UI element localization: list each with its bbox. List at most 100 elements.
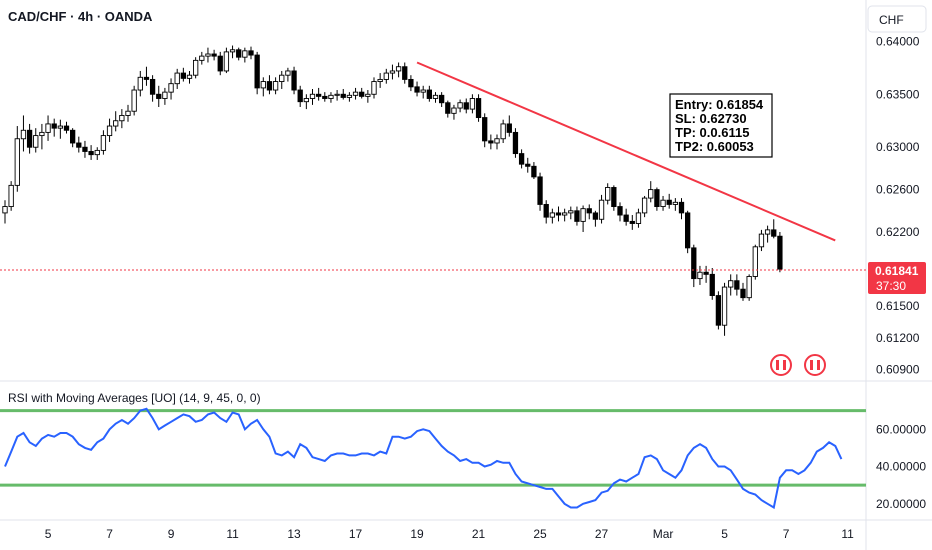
- candle-body: [445, 102, 451, 114]
- candle-body: [383, 72, 389, 80]
- candle: [125, 104, 131, 122]
- candle-body: [777, 235, 783, 270]
- candle: [432, 92, 439, 103]
- candle: [254, 51, 260, 95]
- candle-body: [69, 129, 76, 144]
- candle: [334, 90, 340, 101]
- candle: [174, 68, 180, 89]
- candle: [598, 194, 605, 224]
- candle-body: [580, 208, 586, 222]
- candle: [340, 88, 346, 100]
- candle: [408, 75, 414, 92]
- candle: [402, 62, 408, 84]
- canada-flag-icon[interactable]: [804, 354, 826, 376]
- candle-body: [555, 212, 562, 216]
- candle-body: [192, 59, 199, 76]
- candle-body: [57, 125, 64, 129]
- candle: [451, 104, 457, 120]
- candle: [297, 85, 303, 107]
- candle: [383, 68, 389, 84]
- symbol-title[interactable]: CAD/CHF · 4h · OANDA: [8, 9, 153, 24]
- candle: [26, 123, 33, 154]
- candle-body: [131, 89, 137, 112]
- candle-body: [641, 197, 648, 214]
- candle-body: [389, 70, 396, 74]
- candle: [137, 70, 143, 97]
- trade-annotation[interactable]: Entry: 0.61854 SL: 0.62730 TP: 0.0.6115 …: [669, 93, 773, 158]
- candle: [746, 274, 752, 301]
- candle-body: [340, 93, 346, 98]
- candle: [537, 172, 543, 211]
- candle: [106, 118, 113, 142]
- candle: [285, 67, 291, 82]
- candle-body: [217, 55, 223, 72]
- candle-body: [8, 184, 14, 208]
- candle: [88, 145, 94, 160]
- candle: [728, 274, 734, 296]
- candle: [119, 109, 125, 129]
- candle: [149, 75, 156, 102]
- candle-body: [322, 95, 328, 99]
- candle: [316, 87, 322, 101]
- candle-body: [211, 53, 217, 57]
- candle: [223, 47, 230, 74]
- candle-body: [33, 135, 39, 148]
- candle: [205, 47, 211, 63]
- price-tick-label: 0.62600: [876, 183, 920, 197]
- time-tick-label: 21: [472, 527, 486, 541]
- candle-body: [518, 153, 525, 165]
- rsi-title[interactable]: RSI with Moving Averages [UO] (14, 9, 45…: [8, 391, 261, 405]
- candle-body: [352, 91, 359, 96]
- candlestick-series: [2, 45, 783, 336]
- candle: [395, 62, 402, 78]
- candle-body: [291, 70, 297, 91]
- candle: [217, 51, 223, 76]
- candle: [39, 123, 45, 150]
- last-price-tag: 0.61841 37:30: [868, 262, 926, 294]
- candle-body: [549, 212, 556, 218]
- rsi-line: [4, 407, 843, 510]
- candle: [709, 268, 715, 300]
- candle-body: [660, 199, 666, 208]
- candle-body: [635, 212, 642, 224]
- candle-body: [771, 229, 777, 237]
- candle: [8, 181, 14, 211]
- rsi-axis-labels: 60.00000 40.00000 20.00000: [876, 422, 926, 511]
- trendline[interactable]: [416, 61, 836, 242]
- candle: [445, 100, 451, 118]
- candle: [272, 77, 279, 95]
- candle: [76, 136, 82, 153]
- candle: [82, 140, 88, 158]
- candle: [303, 94, 309, 110]
- candle-body: [285, 70, 291, 76]
- candle-body: [156, 93, 162, 99]
- candle-body: [395, 66, 402, 72]
- candle-body: [316, 93, 322, 97]
- time-tick-label: 13: [287, 527, 301, 541]
- candle: [660, 195, 666, 211]
- time-tick-label: 5: [721, 527, 728, 541]
- candle-body: [328, 94, 334, 99]
- candle: [672, 198, 679, 211]
- candle-body: [297, 89, 303, 103]
- candle-body: [432, 94, 439, 99]
- candle: [162, 87, 168, 105]
- candle-body: [39, 131, 45, 137]
- candle-body: [764, 229, 771, 235]
- bar-countdown: 37:30: [876, 279, 906, 293]
- candle: [266, 75, 273, 95]
- candle-body: [229, 49, 236, 53]
- candle-body: [2, 206, 8, 214]
- candle-body: [143, 76, 150, 80]
- candle-body: [728, 280, 734, 288]
- canada-flag-icon[interactable]: [770, 354, 792, 376]
- currency-button[interactable]: CHF: [867, 5, 927, 33]
- candle: [156, 85, 162, 107]
- candle-body: [611, 187, 617, 208]
- candle-body: [488, 140, 494, 144]
- candle: [666, 193, 672, 209]
- candle-body: [346, 94, 353, 98]
- candle: [51, 118, 57, 137]
- candle-body: [691, 247, 697, 280]
